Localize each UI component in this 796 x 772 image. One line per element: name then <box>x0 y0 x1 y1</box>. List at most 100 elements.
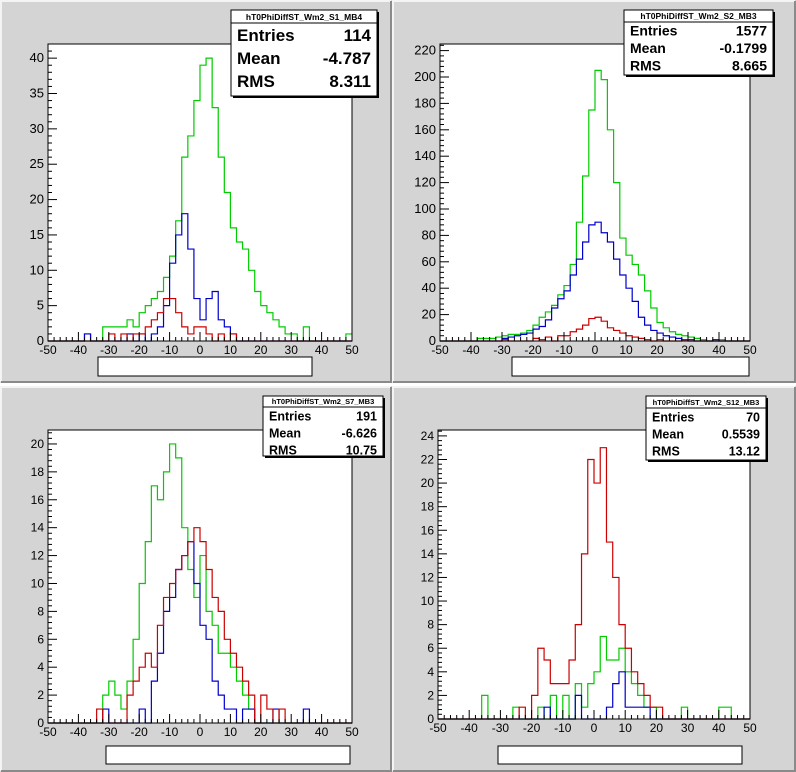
y-tick-label: 10 <box>30 262 44 277</box>
histogram-pad-s2-mb3: -50 -40 -30 -20 -10 0 10 20 30 40 50 0 20 40 60 80 100 12… <box>392 0 796 383</box>
x-tick-label: -40 <box>462 343 480 357</box>
x-tick-label: 50 <box>345 343 359 357</box>
x-tick-label: 20 <box>254 343 268 357</box>
histogram-title: hT0PhiDiffST_Wm2_S1_MB4 <box>246 12 362 22</box>
x-tick-label: -30 <box>493 343 511 357</box>
y-tick-label: 160 <box>414 122 436 137</box>
y-tick-label: 20 <box>30 192 44 207</box>
y-tick-label: 30 <box>30 121 44 136</box>
y-tick-label: 2 <box>427 688 434 702</box>
histogram-title: hT0PhiDiffST_Wm2_S7_MB3 <box>272 397 375 406</box>
x-tick-label: -40 <box>461 721 479 735</box>
pad-bevel-light <box>0 0 391 382</box>
x-tick-label: -50 <box>39 725 57 739</box>
y-tick-label: 120 <box>414 175 436 190</box>
histogram-pad-s1-mb4: -50 -40 -30 -20 -10 0 10 20 30 40 50 0 5 10 15 20 25 30 35… <box>0 0 392 383</box>
stats-value-entries: 1577 <box>736 23 767 39</box>
stats-value-entries: 70 <box>746 410 760 424</box>
y-tick-label: 8 <box>427 618 434 632</box>
x-tick-label: -30 <box>100 343 118 357</box>
y-tick-label: 18 <box>31 465 45 479</box>
y-tick-label: 2 <box>37 688 44 702</box>
y-tick-label: 15 <box>30 227 44 242</box>
stats-box-panel <box>623 9 774 76</box>
x-tick-label: 0 <box>591 721 598 735</box>
y-tick-label: 20 <box>422 307 436 322</box>
x-tick-label: -10 <box>555 343 573 357</box>
pad-bevel-light <box>0 386 391 771</box>
y-tick-label: 0 <box>37 716 44 730</box>
x-tick-label: 30 <box>285 725 299 739</box>
y-tick-label: 22 <box>421 452 435 466</box>
y-tick-label: 60 <box>422 254 436 269</box>
stats-label-entries: Entries <box>269 409 311 423</box>
histogram-title: hT0PhiDiffST_Wm2_S12_MB3 <box>653 398 760 407</box>
histogram-pad-s12-mb3: -50 -40 -30 -20 -10 0 10 20 30 40 50 0 2 4 6 8 10 12 14 16 1… <box>392 386 796 772</box>
x-tick-label: -10 <box>161 725 179 739</box>
y-tick-label: 0 <box>429 333 436 348</box>
y-tick-label: 14 <box>31 521 45 535</box>
stats-value-rms: 13.12 <box>729 444 760 458</box>
y-tick-label: 20 <box>421 476 435 490</box>
stats-label-entries: Entries <box>652 410 694 424</box>
x-tick-label: 20 <box>254 725 268 739</box>
stats-value-rms: 8.665 <box>732 58 767 74</box>
x-tick-label: -50 <box>429 721 447 735</box>
stats-label-rms: RMS <box>237 72 275 91</box>
y-tick-label: 140 <box>414 148 436 163</box>
y-tick-label: 18 <box>421 500 435 514</box>
x-axis-title-box <box>511 356 750 377</box>
pad-bevel-dark <box>393 387 796 772</box>
stats-label-rms: RMS <box>269 443 297 457</box>
stats-value-entries: 191 <box>356 409 377 423</box>
stats-label-entries: Entries <box>630 23 678 39</box>
stats-value-rms: 8.311 <box>329 72 371 91</box>
stats-label-rms: RMS <box>630 58 661 74</box>
y-tick-label: 10 <box>421 594 435 608</box>
y-tick-label: 4 <box>37 660 44 674</box>
stats-label-entries: Entries <box>237 26 295 45</box>
y-tick-label: 16 <box>421 523 435 537</box>
stats-box: hT0PhiDiffST_Wm2_S12_MB3 Entries 70 Mean 0.5… <box>645 395 768 462</box>
y-tick-label: 16 <box>31 493 45 507</box>
stats-label-mean: Mean <box>652 427 684 441</box>
x-tick-label: 20 <box>650 721 664 735</box>
y-tick-label: 100 <box>414 201 436 216</box>
x-tick-label: 20 <box>650 343 664 357</box>
x-tick-label: 10 <box>619 721 633 735</box>
stats-label-rms: RMS <box>652 444 680 458</box>
stats-value-mean: -4.787 <box>323 49 371 68</box>
pad-bevel-dark <box>393 1 796 383</box>
y-tick-label: 4 <box>427 665 434 679</box>
x-tick-label: 10 <box>224 343 238 357</box>
x-tick-label: -20 <box>523 721 541 735</box>
x-tick-label: 40 <box>712 721 726 735</box>
x-tick-label: -20 <box>131 343 149 357</box>
y-tick-label: 80 <box>422 227 436 242</box>
pad-bevel-dark <box>1 387 392 772</box>
x-axis-title-box <box>497 745 743 765</box>
x-tick-label: 30 <box>681 343 695 357</box>
stats-box-panel <box>262 395 384 457</box>
x-tick-label: -20 <box>131 725 149 739</box>
x-tick-label: -20 <box>524 343 542 357</box>
x-tick-label: -40 <box>70 343 88 357</box>
x-tick-label: -10 <box>554 721 572 735</box>
stats-value-mean: -0.1799 <box>720 40 768 56</box>
y-tick-label: 10 <box>31 576 45 590</box>
x-tick-label: -50 <box>431 343 449 357</box>
x-tick-label: -50 <box>39 343 57 357</box>
y-tick-label: 6 <box>37 632 44 646</box>
x-tick-label: 50 <box>345 725 359 739</box>
histogram-title: hT0PhiDiffST_Wm2_S2_MB3 <box>640 11 756 21</box>
x-tick-label: 0 <box>197 725 204 739</box>
histogram-series-1 <box>440 69 750 342</box>
x-tick-label: -10 <box>161 343 179 357</box>
x-tick-label: 30 <box>681 721 695 735</box>
stats-box: hT0PhiDiffST_Wm2_S1_MB4 Entries 114 Mean -4.… <box>230 9 379 98</box>
x-tick-label: 10 <box>619 343 633 357</box>
stats-box: hT0PhiDiffST_Wm2_S7_MB3 Entries 191 Mean -6.… <box>262 395 385 458</box>
stats-box: hT0PhiDiffST_Wm2_S2_MB3 Entries 1577 Mean -0… <box>623 9 775 77</box>
histogram-svg: -50 -40 -30 -20 -10 0 10 20 30 40 50 0 20 40 60 80 100 12… <box>392 0 796 383</box>
y-tick-label: 5 <box>37 298 44 313</box>
